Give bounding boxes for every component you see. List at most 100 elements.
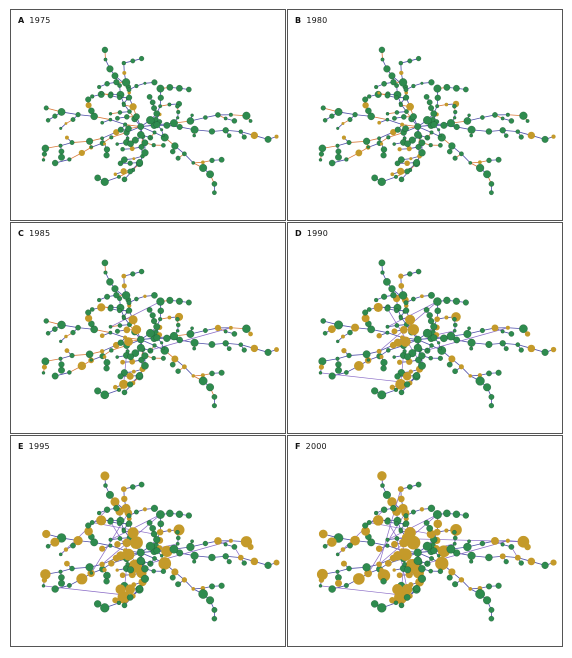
network-node-green xyxy=(515,342,521,347)
panel-label: A 1975 xyxy=(18,16,51,25)
network-node-green xyxy=(108,324,113,329)
network-node-gold xyxy=(404,160,410,167)
network-node-green xyxy=(367,325,375,334)
network-node-green xyxy=(150,530,158,538)
network-edge xyxy=(387,119,403,125)
network-node-green xyxy=(374,84,379,90)
network-node-green xyxy=(410,113,417,121)
network-node-green xyxy=(336,126,340,130)
network-node-gold xyxy=(128,315,138,325)
network-node-green xyxy=(446,574,453,581)
network-node-green xyxy=(117,95,122,101)
network-node-green xyxy=(109,348,114,353)
network-node-green xyxy=(403,513,409,519)
panel-label: C 1985 xyxy=(18,229,50,238)
network-node-gold xyxy=(409,157,413,161)
network-node-gold xyxy=(228,325,233,330)
network-node-green xyxy=(411,83,416,89)
network-node-green xyxy=(190,113,194,117)
network-node-gold xyxy=(397,167,405,175)
network-node-green xyxy=(385,112,390,116)
network-node-green xyxy=(115,355,119,359)
network-node-green xyxy=(374,297,379,303)
network-node-gold xyxy=(78,149,85,157)
network-node-green xyxy=(89,145,93,149)
network-node-green xyxy=(420,81,424,85)
network-node-gold xyxy=(64,334,68,339)
network-node-green xyxy=(508,331,515,337)
panel-year: 2000 xyxy=(305,442,327,451)
network-node-green xyxy=(508,544,515,550)
network-node-green xyxy=(452,581,459,588)
network-node-green xyxy=(52,326,58,332)
network-node-gold xyxy=(389,597,396,604)
network-node-green xyxy=(392,115,397,121)
network-node-green xyxy=(335,148,342,155)
network-node-gold xyxy=(64,560,70,567)
network-node-gold xyxy=(405,314,416,325)
network-node-gold xyxy=(400,122,405,127)
network-node-green xyxy=(446,119,455,128)
network-node-gold xyxy=(132,157,136,161)
network-node-green xyxy=(206,596,215,605)
network-node-green xyxy=(374,510,379,516)
network-node-green xyxy=(208,128,216,135)
network-node-green xyxy=(175,329,180,333)
network-node-green xyxy=(227,133,232,138)
network-node-green xyxy=(378,259,386,267)
network-node-gold xyxy=(505,538,510,543)
network-node-green xyxy=(169,119,178,128)
network-node-green xyxy=(126,87,132,93)
network-node-green xyxy=(322,543,328,549)
network-node-gold xyxy=(250,557,259,566)
network-node-gold xyxy=(550,559,557,566)
network-node-green xyxy=(156,297,165,306)
network-node-green xyxy=(208,553,216,562)
network-node-gold xyxy=(377,120,382,125)
network-node-green xyxy=(394,95,399,101)
network-node-gold xyxy=(444,102,449,107)
network-node-gold xyxy=(401,584,413,595)
network-node-green xyxy=(241,134,247,140)
network-node-green xyxy=(343,582,349,588)
network-node-green xyxy=(58,552,63,557)
network-node-gold xyxy=(41,577,48,583)
network-node-green xyxy=(407,484,413,490)
network-node-green xyxy=(67,157,72,162)
network-node-green xyxy=(45,118,51,123)
network-node-green xyxy=(469,559,474,564)
network-node-green xyxy=(130,271,136,277)
network-node-green xyxy=(212,190,217,195)
network-node-green xyxy=(430,547,438,555)
network-node-green xyxy=(347,542,353,549)
network-node-gold xyxy=(527,344,536,353)
network-node-gold xyxy=(41,364,47,370)
network-node-green xyxy=(52,113,58,119)
long-range-link xyxy=(436,330,455,336)
panel-letter: B xyxy=(295,16,302,25)
network-node-green xyxy=(335,574,342,581)
network-node-green xyxy=(117,521,122,527)
network-node-gold xyxy=(375,545,383,553)
network-node-gold xyxy=(250,344,259,353)
network-node-green xyxy=(139,56,145,62)
network-node-gold xyxy=(376,561,382,568)
network-node-gold xyxy=(341,122,345,126)
network-node-green xyxy=(121,60,126,66)
network-node-green xyxy=(169,574,176,581)
network-node-green xyxy=(398,102,403,108)
network-node-green xyxy=(433,510,442,519)
network-node-green xyxy=(58,143,63,148)
network-node-green xyxy=(190,326,194,331)
network-node-green xyxy=(113,505,120,512)
network-node-green xyxy=(231,331,238,337)
network-node-green xyxy=(167,102,172,107)
network-node-green xyxy=(141,574,149,583)
network-node-gold xyxy=(167,315,172,320)
network-node-green xyxy=(485,128,493,135)
network-node-green xyxy=(241,347,247,353)
network-node-gold xyxy=(113,384,118,390)
network-node-green xyxy=(499,127,506,134)
network-node-green xyxy=(486,583,492,590)
network-node-green xyxy=(151,356,156,361)
